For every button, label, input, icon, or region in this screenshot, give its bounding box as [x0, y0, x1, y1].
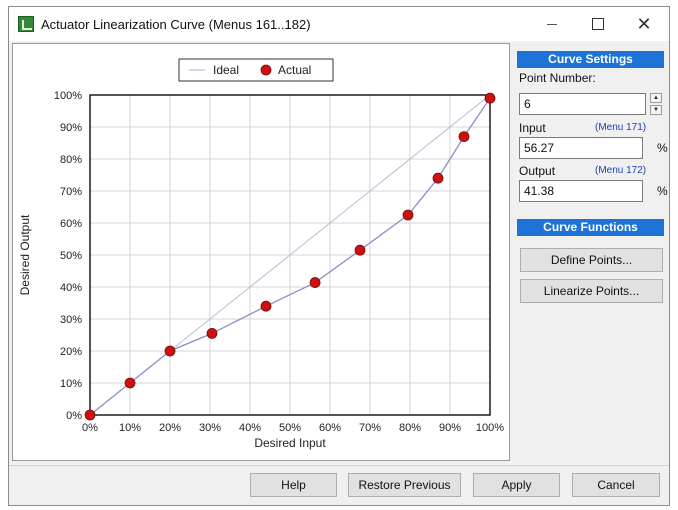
legend-box	[178, 58, 334, 82]
actual-data-point	[484, 92, 496, 104]
cancel-button[interactable]: Cancel	[572, 473, 660, 497]
linearization-chart: 0% 10% 20% 30% 40% 50% 60% 70% 80% 90% 100% 0% 10% 20…	[18, 58, 504, 450]
output-value-field[interactable]	[519, 180, 643, 202]
y-tick-label: 60%	[60, 218, 82, 230]
output-label: Output	[519, 164, 556, 178]
curve-functions-header: Curve Functions	[517, 219, 664, 236]
title-bar: Actuator Linearization Curve (Menus 161.…	[9, 7, 669, 41]
x-tick-label: 30%	[199, 422, 221, 434]
x-tick-label: 70%	[359, 422, 381, 434]
x-tick-label: 90%	[439, 422, 461, 434]
actual-data-point	[354, 244, 366, 256]
input-value-field[interactable]	[519, 137, 643, 159]
define-points-button[interactable]: Define Points...	[520, 248, 663, 272]
y-tick-label: 40%	[60, 282, 82, 294]
maximize-button[interactable]	[575, 7, 621, 41]
point-number-field[interactable]	[519, 93, 646, 115]
y-tick-label: 20%	[60, 346, 82, 358]
actual-data-point	[164, 345, 176, 357]
maximize-icon	[592, 18, 604, 30]
spin-up-icon[interactable]: ▲	[650, 93, 662, 103]
actual-data-point	[260, 300, 272, 312]
plot-area-frame	[89, 94, 491, 416]
y-tick-label: 100%	[54, 90, 82, 102]
actual-data-point	[458, 131, 470, 142]
input-menu-ref: (Menu 171)	[595, 122, 647, 133]
minimize-button[interactable]	[529, 7, 575, 41]
apply-button[interactable]: Apply	[473, 473, 560, 497]
x-tick-label: 10%	[119, 422, 141, 434]
actual-data-point	[206, 327, 218, 339]
y-tick-label: 70%	[60, 186, 82, 198]
output-unit: %	[657, 184, 668, 198]
legend-actual-swatch	[260, 64, 272, 76]
x-tick-label: 80%	[399, 422, 421, 434]
chart-panel: 0% 10% 20% 30% 40% 50% 60% 70% 80% 90% 100% 0% 10% 20…	[12, 43, 510, 461]
legend-actual-label: Actual	[278, 63, 311, 77]
x-tick-label: 100%	[476, 422, 504, 434]
footer-separator	[9, 465, 669, 466]
close-button[interactable]: ✕	[621, 7, 667, 41]
x-tick-label: 20%	[159, 422, 181, 434]
y-tick-label: 90%	[60, 122, 82, 134]
curve-settings-header: Curve Settings	[517, 51, 664, 68]
restore-previous-button[interactable]: Restore Previous	[348, 473, 461, 497]
linearize-points-button[interactable]: Linearize Points...	[520, 279, 663, 303]
x-tick-label: 40%	[239, 422, 261, 434]
minimize-icon	[547, 23, 557, 25]
output-menu-ref: (Menu 172)	[595, 165, 647, 176]
spin-down-icon[interactable]: ▼	[650, 105, 662, 115]
x-tick-label: 50%	[279, 422, 301, 434]
window-title: Actuator Linearization Curve (Menus 161.…	[41, 16, 311, 32]
y-tick-label: 50%	[60, 250, 82, 262]
y-tick-label: 10%	[60, 378, 82, 390]
y-axis-label: Desired Output	[18, 214, 32, 295]
linearization-window: Actuator Linearization Curve (Menus 161.…	[8, 6, 670, 506]
point-number-spinner: ▲ ▼	[650, 93, 662, 115]
x-tick-label: 60%	[319, 422, 341, 434]
app-icon	[18, 16, 34, 32]
actual-data-point	[124, 377, 136, 389]
y-tick-label: 0%	[66, 410, 82, 422]
x-axis-label: Desired Input	[254, 436, 326, 450]
input-label: Input	[519, 121, 546, 135]
legend-ideal-label: Ideal	[213, 63, 239, 77]
close-icon: ✕	[636, 13, 652, 35]
actual-data-point	[432, 172, 444, 184]
actual-data-point	[402, 209, 414, 221]
y-tick-label: 30%	[60, 314, 82, 326]
input-unit: %	[657, 141, 668, 155]
actual-data-point	[309, 277, 321, 288]
help-button[interactable]: Help	[250, 473, 337, 497]
point-number-label: Point Number:	[519, 71, 596, 85]
x-tick-label: 0%	[82, 422, 98, 434]
y-tick-label: 80%	[60, 154, 82, 166]
actual-data-point	[84, 409, 96, 421]
